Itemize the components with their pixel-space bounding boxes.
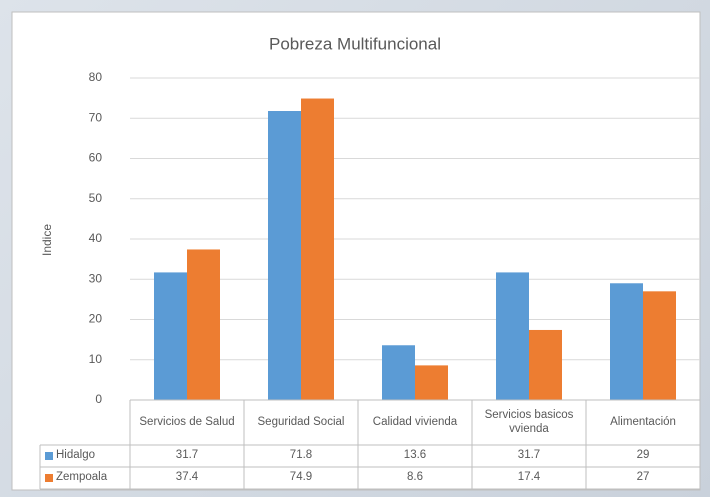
legend-label: Hidalgo: [56, 449, 95, 462]
y-tick-label: 0: [95, 392, 102, 406]
data-label: 37.4: [175, 471, 199, 484]
data-label-box: 17.4: [517, 471, 541, 484]
y-tick-label: 10: [89, 352, 103, 366]
data-label: 31.7: [517, 449, 541, 462]
data-label: 71.8: [289, 449, 313, 462]
bar: [382, 345, 415, 400]
y-tick-label: 40: [89, 231, 103, 245]
x-tick-label: Seguridad Social: [257, 415, 345, 428]
y-tick-label: 80: [89, 70, 103, 84]
data-label-box: 37.4: [175, 471, 199, 484]
data-label: 13.6: [403, 449, 427, 462]
data-label-box: 31.7: [175, 449, 199, 462]
legend-swatch: [45, 474, 53, 482]
x-tick-label-box: Servicios basicos vvienda: [484, 408, 574, 435]
y-tick-label: 70: [89, 110, 103, 124]
x-tick-label-box: Seguridad Social: [257, 415, 345, 428]
legend-swatch: [45, 452, 53, 460]
bar: [415, 365, 448, 400]
data-label-box: 27: [636, 471, 650, 484]
x-tick-label-box: Alimentación: [610, 415, 676, 428]
legend-label: Zempoala: [56, 471, 108, 484]
data-label-box: 71.8: [289, 449, 313, 462]
legend-label-box: Hidalgo: [56, 449, 95, 462]
bar: [529, 329, 562, 400]
x-tick-label: Servicios basicos vvienda: [484, 408, 574, 435]
data-label: 27: [636, 471, 650, 484]
data-label: 29: [636, 449, 650, 462]
x-tick-label: Alimentación: [610, 415, 676, 428]
data-label-box: 74.9: [289, 471, 313, 484]
bar: [610, 283, 643, 400]
bar: [643, 291, 676, 400]
x-tick-label: Calidad vivienda: [372, 415, 458, 428]
x-tick-label: Servicios de Salud: [139, 415, 235, 428]
bar: [496, 272, 529, 400]
bar: [268, 111, 301, 400]
data-label-box: 8.6: [407, 471, 423, 484]
y-tick-label: 60: [89, 151, 103, 165]
y-axis-title: Indice: [40, 224, 54, 256]
data-label: 17.4: [517, 471, 541, 484]
x-tick-label-box: Servicios de Salud: [139, 415, 235, 428]
x-tick-label-box: Calidad vivienda: [372, 415, 458, 428]
bar: [301, 98, 334, 400]
chart-title: Pobreza Multifuncional: [269, 34, 441, 53]
data-label-box: 13.6: [403, 449, 427, 462]
y-tick-label: 30: [89, 271, 103, 285]
bar: [154, 272, 187, 400]
bar: [187, 249, 220, 400]
data-label: 31.7: [175, 449, 199, 462]
data-label-box: 31.7: [517, 449, 541, 462]
data-label: 74.9: [289, 471, 313, 484]
legend-label-box: Zempoala: [56, 471, 108, 484]
data-label: 8.6: [407, 471, 423, 484]
y-tick-label: 50: [89, 191, 103, 205]
data-label-box: 29: [636, 449, 650, 462]
chart-area: [11, 11, 701, 491]
y-tick-label: 20: [89, 312, 103, 326]
